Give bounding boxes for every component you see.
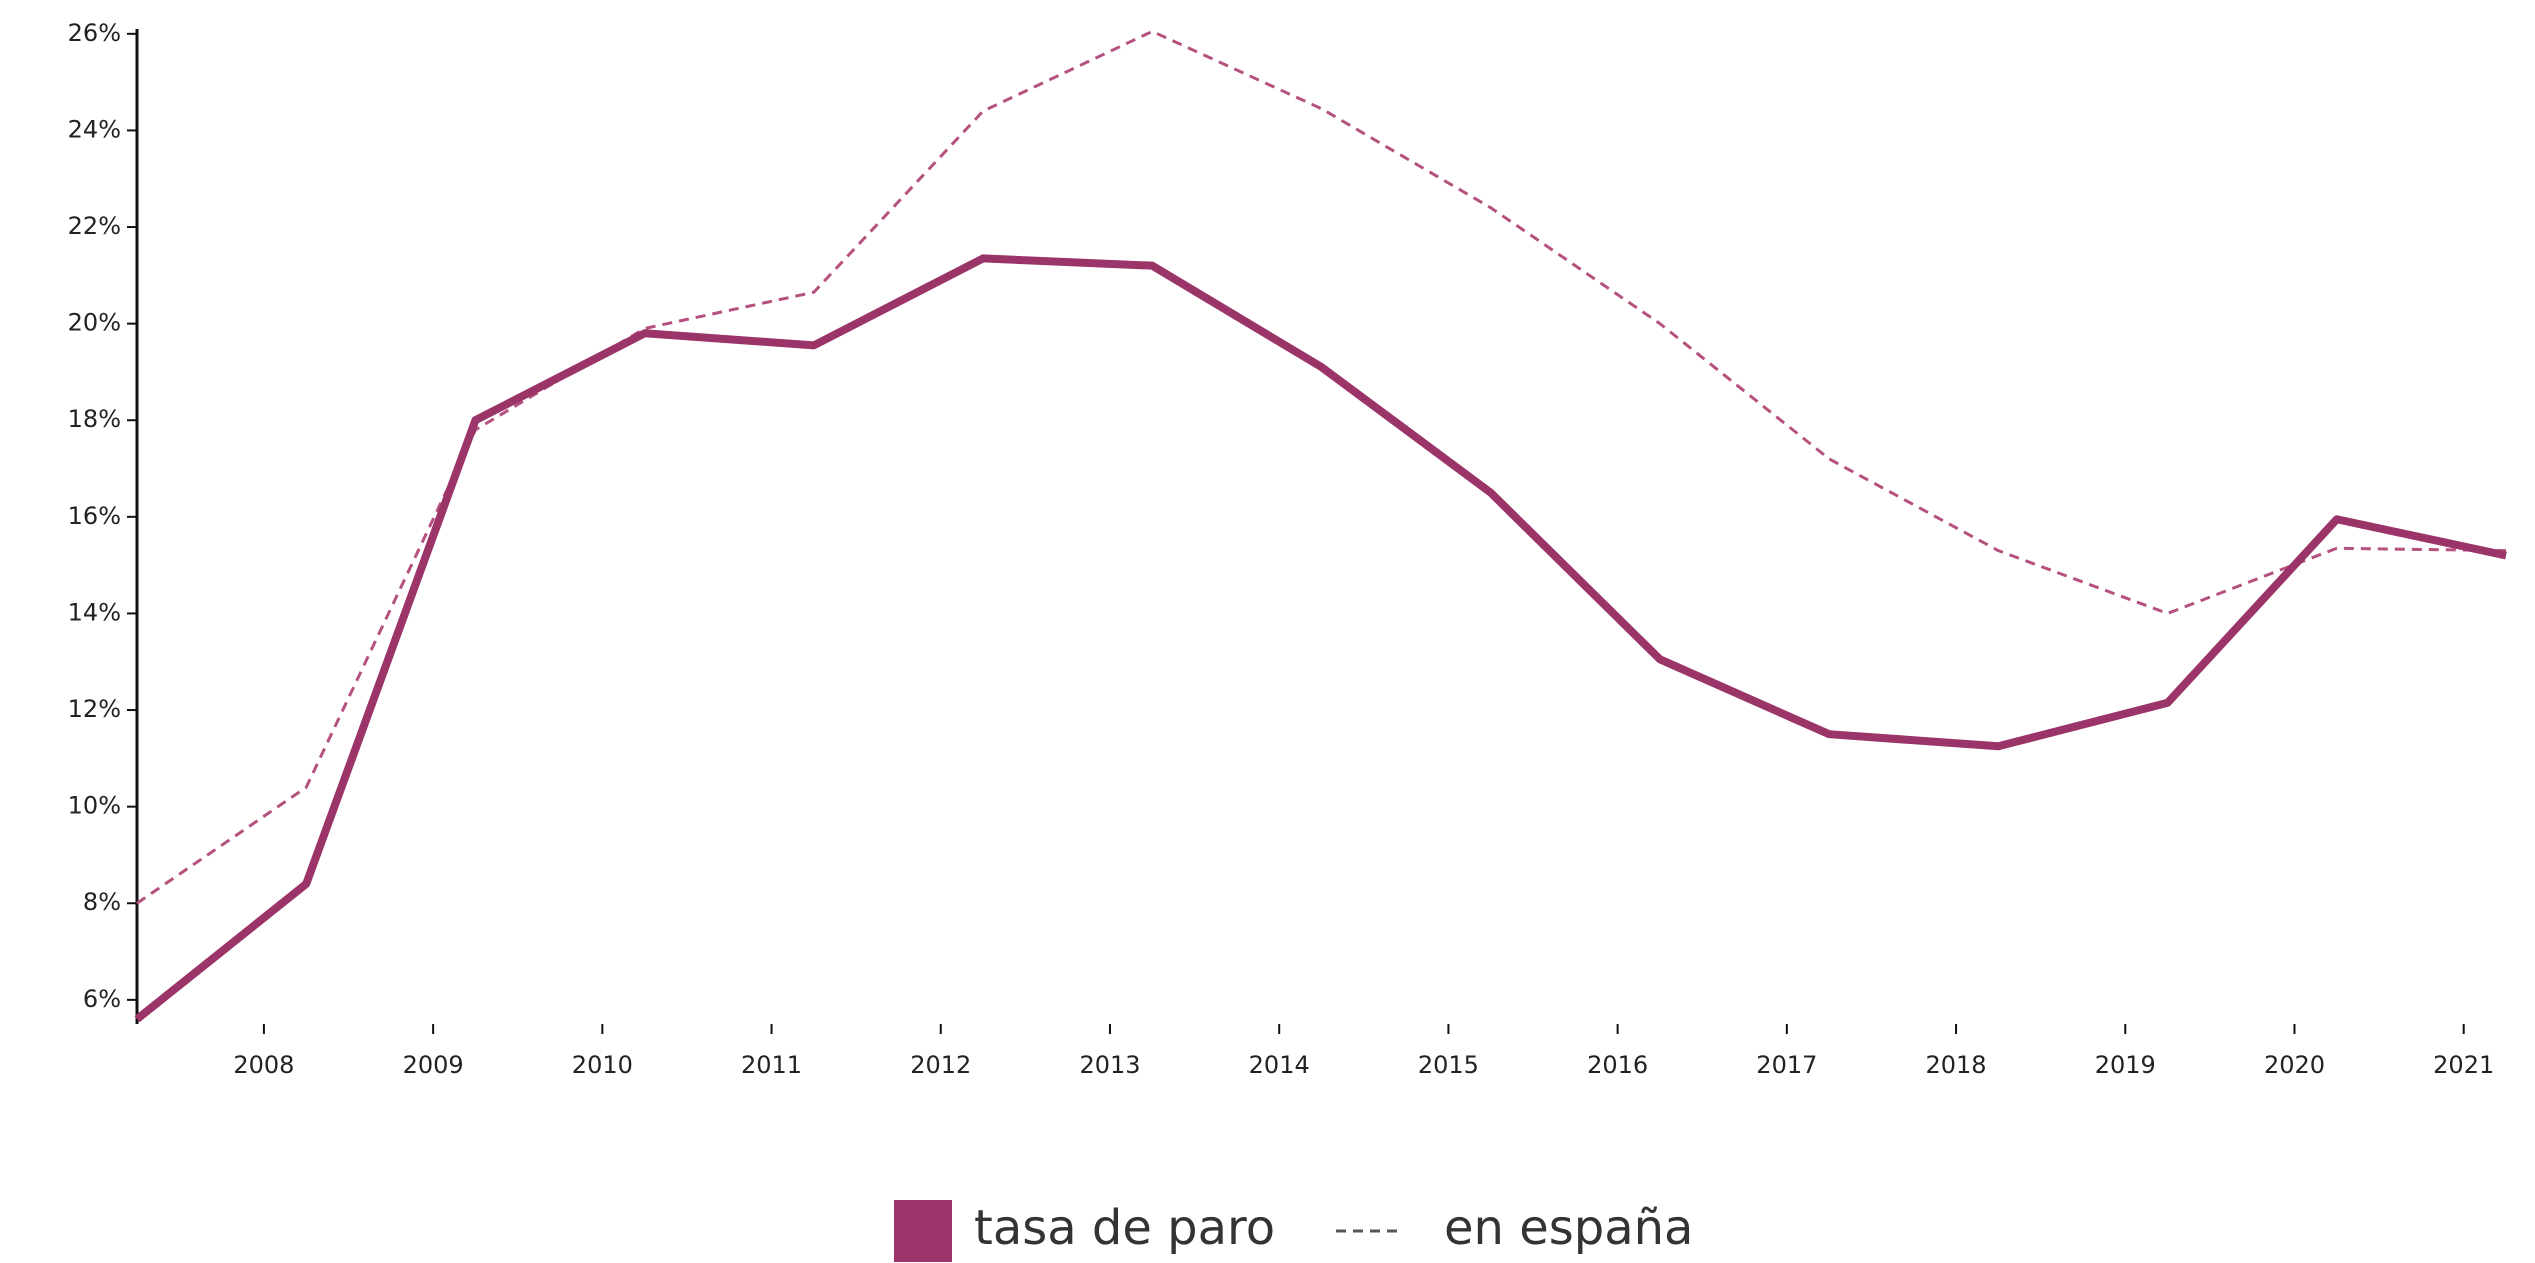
y-tick-label: 16%	[68, 502, 121, 530]
x-tick-label: 2018	[1926, 1051, 1987, 1079]
y-tick-label: 14%	[68, 598, 121, 626]
x-tick-label: 2012	[910, 1051, 971, 1079]
y-tick-label: 8%	[83, 888, 121, 916]
x-tick-label: 2017	[1756, 1051, 1817, 1079]
y-tick-label: 12%	[68, 695, 121, 723]
x-tick-label: 2011	[741, 1051, 802, 1079]
series-line	[134, 254, 2507, 1023]
series-line	[136, 29, 2507, 905]
y-tick-label: 10%	[68, 792, 121, 820]
y-tick-label: 26%	[68, 19, 121, 47]
x-tick-label: 2009	[403, 1051, 464, 1079]
x-tick-label: 2013	[1079, 1051, 1140, 1079]
x-tick-label: 2015	[1418, 1051, 1479, 1079]
legend-label: en españa	[1444, 1200, 1693, 1256]
y-tick-label: 6%	[83, 985, 121, 1013]
legend-label: tasa de paro	[974, 1200, 1275, 1256]
x-tick-label: 2020	[2264, 1051, 2325, 1079]
x-tick-label: 2019	[2095, 1051, 2156, 1079]
y-tick-label: 18%	[68, 405, 121, 433]
y-tick-label: 20%	[68, 309, 121, 337]
x-tick-label: 2016	[1587, 1051, 1648, 1079]
x-tick-label: 2021	[2433, 1051, 2494, 1079]
y-tick-label: 24%	[68, 115, 121, 143]
x-tick-label: 2014	[1249, 1051, 1310, 1079]
x-tick-label: 2008	[233, 1051, 294, 1079]
legend-swatch	[894, 1200, 952, 1262]
x-tick-label: 2010	[572, 1051, 633, 1079]
y-tick-label: 22%	[68, 212, 121, 240]
